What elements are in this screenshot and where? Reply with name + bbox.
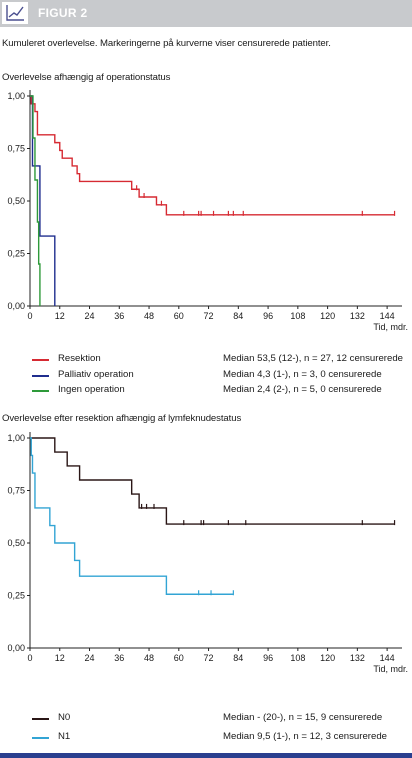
x-axis-label: Tid, mdr. — [373, 664, 408, 674]
y-tick-label: 0,50 — [7, 538, 25, 548]
y-tick-label: 1,00 — [7, 91, 25, 101]
legend-median-n0: Median - (20-), n = 15, 9 censurerede — [223, 712, 383, 723]
x-tick-label: 48 — [144, 653, 154, 663]
y-tick-label: 0,75 — [7, 144, 25, 154]
y-tick-label: 0,75 — [7, 486, 25, 496]
x-tick-label: 24 — [85, 653, 95, 663]
x-tick-label: 108 — [290, 653, 305, 663]
chart-2-title: Overlevelse efter resektion afhængig af … — [2, 413, 242, 424]
chart-1-title: Overlevelse afhængig af operationstatus — [2, 72, 171, 83]
x-tick-label: 120 — [320, 653, 335, 663]
x-tick-label: 0 — [27, 653, 32, 663]
legend-label-palliativ: Palliativ operation — [58, 369, 134, 380]
x-tick-label: 132 — [350, 653, 365, 663]
figure-label: FIGUR 2 — [38, 6, 88, 20]
legend-swatch-n1 — [32, 737, 49, 739]
figure-caption: Kumuleret overlevelse. Markeringerne på … — [2, 38, 331, 49]
x-tick-label: 72 — [204, 311, 214, 321]
x-tick-label: 144 — [380, 311, 395, 321]
line-chart-icon — [2, 2, 28, 24]
footer-bar — [0, 753, 412, 758]
x-tick-label: 108 — [290, 311, 305, 321]
x-tick-label: 36 — [114, 653, 124, 663]
x-tick-label: 120 — [320, 311, 335, 321]
x-tick-label: 96 — [263, 311, 273, 321]
x-tick-label: 0 — [27, 311, 32, 321]
series-line-n1 — [30, 437, 234, 595]
legend-label-ingen: Ingen operation — [58, 384, 125, 395]
x-tick-label: 84 — [233, 311, 243, 321]
series-line-ingen-operation — [30, 95, 41, 306]
series-line-palliativ-operation — [30, 95, 56, 306]
legend-item-palliativ: Palliativ operation Median 4,3 (1-), n =… — [0, 369, 412, 383]
legend-swatch-palliativ — [32, 375, 49, 377]
figure-header: FIGUR 2 — [0, 0, 412, 27]
y-tick-label: 0,50 — [7, 196, 25, 206]
legend-item-n1: N1 Median 9,5 (1-), n = 12, 3 censurered… — [0, 731, 412, 745]
y-tick-label: 0,25 — [7, 591, 25, 601]
legend-item-resektion: Resektion Median 53,5 (12-), n = 27, 12 … — [0, 353, 412, 367]
chart-operationstatus: 0,00 0,25 0,50 0,75 1,00 0 12 24 36 48 60 72 84 96 108… — [7, 90, 408, 332]
x-tick-label: 36 — [114, 311, 124, 321]
y-tick-label: 0,00 — [7, 301, 25, 311]
legend-item-ingen: Ingen operation Median 2,4 (2-), n = 5, … — [0, 384, 412, 398]
legend-swatch-ingen — [32, 390, 49, 392]
x-tick-label: 24 — [85, 311, 95, 321]
legend-median-n1: Median 9,5 (1-), n = 12, 3 censurerede — [223, 731, 387, 742]
chart-lymfeknudestatus: 0,00 0,25 0,50 0,75 1,00 0 12 24 36 48 60 72 84 96 108… — [7, 432, 408, 674]
legend-item-n0: N0 Median - (20-), n = 15, 9 censurerede — [0, 712, 412, 726]
x-tick-label: 72 — [204, 653, 214, 663]
legend-label-n0: N0 — [58, 712, 71, 723]
y-tick-label: 0,25 — [7, 249, 25, 259]
legend-swatch-resektion — [32, 359, 49, 361]
x-tick-label: 60 — [174, 653, 184, 663]
legend-label-n1: N1 — [58, 731, 71, 742]
x-tick-label: 60 — [174, 311, 184, 321]
x-tick-label: 12 — [55, 311, 65, 321]
series-line-n0 — [30, 437, 395, 525]
legend-median-ingen: Median 2,4 (2-), n = 5, 0 censurerede — [223, 384, 382, 395]
line-chart-icon-svg — [6, 5, 24, 21]
legend-median-resektion: Median 53,5 (12-), n = 27, 12 censurered… — [223, 353, 403, 364]
x-tick-label: 144 — [380, 653, 395, 663]
x-tick-label: 84 — [233, 653, 243, 663]
y-tick-label: 1,00 — [7, 433, 25, 443]
x-axis-label: Tid, mdr. — [373, 322, 408, 332]
legend-swatch-n0 — [32, 718, 49, 720]
x-tick-label: 96 — [263, 653, 273, 663]
legend-label-resektion: Resektion — [58, 353, 101, 364]
x-tick-label: 48 — [144, 311, 154, 321]
y-tick-label: 0,00 — [7, 643, 25, 653]
series-line-resektion — [30, 95, 395, 216]
x-tick-label: 12 — [55, 653, 65, 663]
legend-median-palliativ: Median 4,3 (1-), n = 3, 0 censurerede — [223, 369, 382, 380]
x-tick-label: 132 — [350, 311, 365, 321]
